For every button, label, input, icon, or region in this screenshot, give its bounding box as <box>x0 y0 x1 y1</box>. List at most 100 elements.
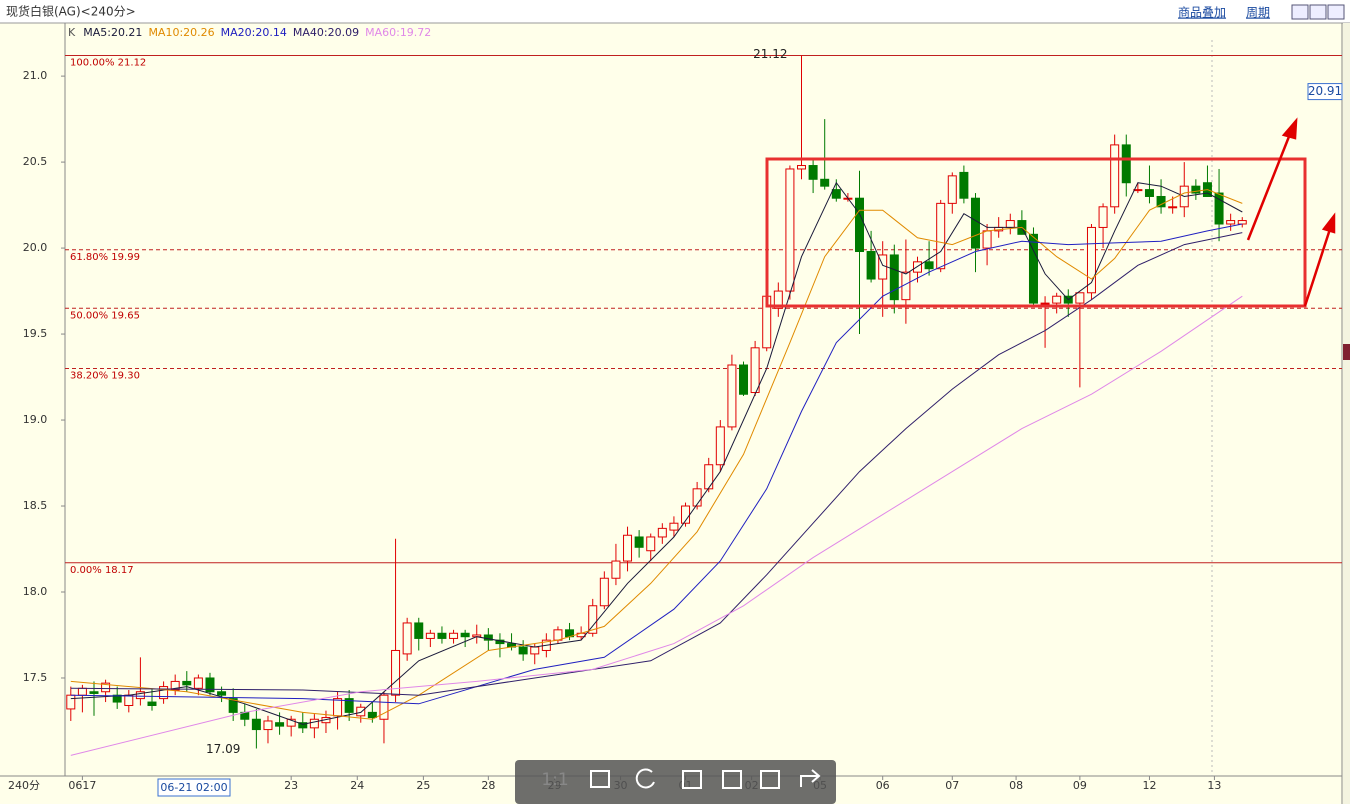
x-tick-label: 0617 <box>68 779 96 792</box>
candle-body <box>657 527 667 538</box>
zoom-button[interactable]: 1:1 <box>541 770 568 790</box>
crosshair-time: 06-21 02:00 <box>160 781 227 794</box>
candle-body <box>1133 189 1143 192</box>
candle-body <box>309 718 319 729</box>
candle-body <box>402 622 412 655</box>
nav-left[interactable] <box>1291 4 1309 20</box>
candle-body <box>449 632 459 639</box>
level-label: 0.00% 18.17 <box>70 565 134 576</box>
candle-body <box>1052 295 1062 304</box>
candle-body <box>170 680 180 691</box>
x-tick-label: 24 <box>350 779 364 792</box>
candle-body <box>553 629 563 641</box>
x-tick-label: 23 <box>284 779 298 792</box>
candle-body <box>1226 220 1236 225</box>
candle-body <box>1237 220 1247 225</box>
candle-body <box>228 698 238 713</box>
legend-entry: MA5:20.21 <box>83 26 142 39</box>
side-marker <box>1343 344 1350 360</box>
arrow-line <box>1246 133 1292 241</box>
candle-body <box>1121 144 1131 184</box>
arrow-line <box>1303 228 1332 307</box>
candle-body <box>634 536 644 548</box>
candle-body <box>205 677 215 693</box>
copy-button[interactable] <box>760 770 780 789</box>
candle-body <box>1214 192 1224 225</box>
rotate-button[interactable] <box>635 768 655 789</box>
candle-body <box>356 706 366 717</box>
price-tag: 20.91 <box>1308 84 1342 98</box>
share-button[interactable] <box>800 769 821 787</box>
x-tick-label: 28 <box>481 779 495 792</box>
nav-right[interactable] <box>1309 4 1327 20</box>
header-bar <box>0 0 1350 23</box>
candle-body <box>286 718 296 727</box>
candle-body <box>692 488 702 507</box>
candle-body <box>889 254 899 301</box>
crosshair-box <box>157 778 231 797</box>
candle-body <box>112 694 122 703</box>
save-button[interactable] <box>682 770 702 789</box>
candle-body <box>704 464 714 490</box>
candle-body <box>391 649 401 696</box>
candle-body <box>298 722 308 729</box>
legend-entry: MA10:20.26 <box>148 26 214 39</box>
level-label: 100.00% 21.12 <box>70 57 146 68</box>
y-tick-label: 20.5 <box>23 155 48 168</box>
candle-body <box>866 251 876 280</box>
overlay-link[interactable]: 商品叠加 <box>1178 5 1226 20</box>
nav-buttons[interactable] <box>1291 4 1345 20</box>
period-link[interactable]: 周期 <box>1246 6 1270 20</box>
candle-body <box>623 534 633 562</box>
candle-body <box>77 687 87 696</box>
candle-body <box>820 178 830 187</box>
candle-body <box>275 722 285 727</box>
candle-body <box>124 694 134 706</box>
favorite-button[interactable] <box>722 770 742 789</box>
candle-body <box>147 701 157 706</box>
candle-body <box>518 646 528 655</box>
side-panel <box>1343 23 1350 804</box>
candle-body <box>599 577 609 607</box>
candle-body <box>1168 206 1178 209</box>
y-tick-label: 18.5 <box>23 499 48 512</box>
candle-body <box>808 165 818 180</box>
x-tick-label: 06 <box>876 779 890 792</box>
candle-body <box>739 364 749 395</box>
candle-body <box>797 165 807 170</box>
fit-button[interactable] <box>590 770 610 788</box>
candle-body <box>344 698 354 713</box>
candle-body <box>773 290 783 309</box>
candle-body <box>135 691 145 700</box>
level-label: 61.80% 19.99 <box>70 252 140 263</box>
y-tick-label: 19.5 <box>23 327 48 340</box>
candle-body <box>1005 220 1015 228</box>
ma-line <box>70 189 1243 720</box>
ma-line <box>70 223 1243 705</box>
candle-body <box>217 691 227 696</box>
nav-max[interactable] <box>1327 4 1345 20</box>
candle-body <box>715 426 725 466</box>
candle-body <box>89 691 99 694</box>
candle-body <box>611 560 621 579</box>
period-label: 240分 <box>8 779 40 792</box>
candle-body <box>1040 302 1050 305</box>
window-title: 现货白银(AG)<240分> <box>6 4 136 19</box>
candle-body <box>333 698 343 717</box>
candle-body <box>251 718 261 731</box>
trend-arrows <box>1246 117 1336 307</box>
candle-body <box>1086 226 1096 294</box>
ma-line <box>70 181 1243 725</box>
candle-body <box>460 632 470 638</box>
candle-body <box>193 677 203 689</box>
legend-entry: MA20:20.14 <box>221 26 287 39</box>
candle-body <box>831 189 841 199</box>
x-tick-label: 08 <box>1009 779 1023 792</box>
legend-entry: MA60:19.72 <box>365 26 431 39</box>
candle-body <box>924 261 934 270</box>
trough-label: 17.09 <box>206 742 240 756</box>
candle-body <box>263 720 273 731</box>
candle-body <box>1191 185 1201 194</box>
candle-body <box>101 682 111 693</box>
